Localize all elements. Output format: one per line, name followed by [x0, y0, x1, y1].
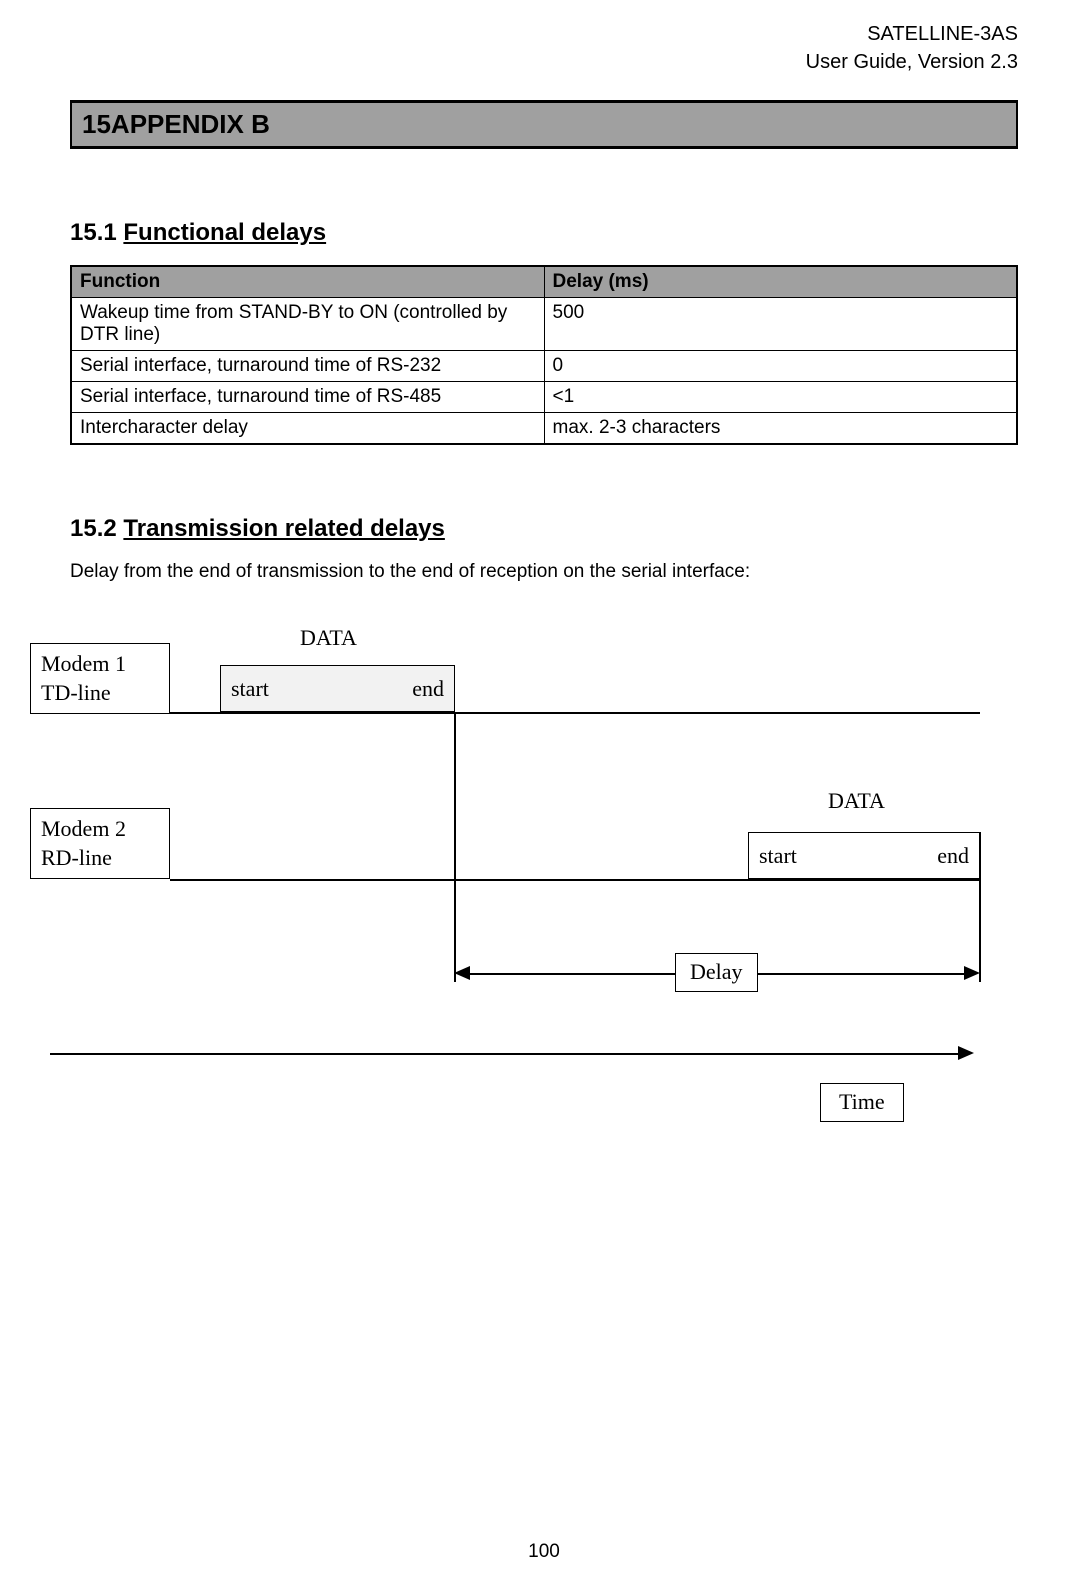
tick-right — [979, 832, 981, 982]
table-row: Serial interface, turnaround time of RS-… — [71, 351, 1017, 382]
guide-version: User Guide, Version 2.3 — [70, 48, 1018, 76]
time-label: Time — [839, 1089, 885, 1114]
col-function: Function — [71, 266, 544, 298]
section-15-2-title: 15.2 Transmission related delays — [70, 515, 1018, 543]
page-number: 100 — [0, 1541, 1088, 1563]
modem1-baseline — [170, 712, 980, 714]
table-row: Wakeup time from STAND-BY to ON (control… — [71, 298, 1017, 351]
product-name: SATELLINE-3AS — [70, 20, 1018, 48]
cell: Wakeup time from STAND-BY to ON (control… — [71, 298, 544, 351]
section-15-1-title: 15.1 Functional delays — [70, 219, 1018, 247]
modem1-line1: Modem 1 — [41, 650, 159, 679]
section-name: Transmission related delays — [123, 515, 444, 542]
section-name: Functional delays — [123, 219, 326, 246]
chapter-number: 15 — [82, 109, 111, 139]
start-label: start — [231, 676, 269, 702]
cell: max. 2-3 characters — [544, 413, 1017, 445]
modem2-box: Modem 2 RD-line — [30, 808, 170, 879]
cell: <1 — [544, 382, 1017, 413]
end-label: end — [937, 843, 969, 869]
section-number: 15.2 — [70, 515, 117, 542]
data-label-bottom: DATA — [828, 788, 885, 814]
transmission-delay-diagram: Modem 1 TD-line DATA start end Modem 2 R… — [30, 633, 980, 1203]
time-arrow — [958, 1046, 974, 1060]
data-block-bottom: start end — [748, 832, 980, 879]
functional-delays-table: Function Delay (ms) Wakeup time from STA… — [70, 265, 1018, 445]
end-label: end — [412, 676, 444, 702]
modem1-box: Modem 1 TD-line — [30, 643, 170, 714]
start-label: start — [759, 843, 797, 869]
cell: Serial interface, turnaround time of RS-… — [71, 382, 544, 413]
col-delay: Delay (ms) — [544, 266, 1017, 298]
section-number: 15.1 — [70, 219, 117, 246]
data-label-top: DATA — [300, 625, 357, 651]
tick-left — [454, 712, 456, 982]
cell: 0 — [544, 351, 1017, 382]
modem2-line2: RD-line — [41, 844, 159, 873]
time-axis — [50, 1053, 960, 1055]
section-15-2-desc: Delay from the end of transmission to th… — [70, 561, 1018, 583]
modem2-line1: Modem 2 — [41, 815, 159, 844]
chapter-title: APPENDIX B — [111, 109, 270, 139]
table-row: Intercharacter delay max. 2-3 characters — [71, 413, 1017, 445]
data-block-top: start end — [220, 665, 455, 712]
time-label-box: Time — [820, 1083, 904, 1122]
modem1-line2: TD-line — [41, 679, 159, 708]
cell: Serial interface, turnaround time of RS-… — [71, 351, 544, 382]
cell: Intercharacter delay — [71, 413, 544, 445]
delay-label: Delay — [690, 959, 743, 984]
table-row: Serial interface, turnaround time of RS-… — [71, 382, 1017, 413]
cell: 500 — [544, 298, 1017, 351]
modem2-baseline — [170, 879, 980, 881]
doc-header: SATELLINE-3AS User Guide, Version 2.3 — [70, 20, 1018, 76]
delay-label-box: Delay — [675, 953, 758, 992]
delay-arrow-left — [454, 966, 470, 980]
chapter-heading: 15APPENDIX B — [70, 100, 1018, 149]
delay-arrow-right — [964, 966, 980, 980]
